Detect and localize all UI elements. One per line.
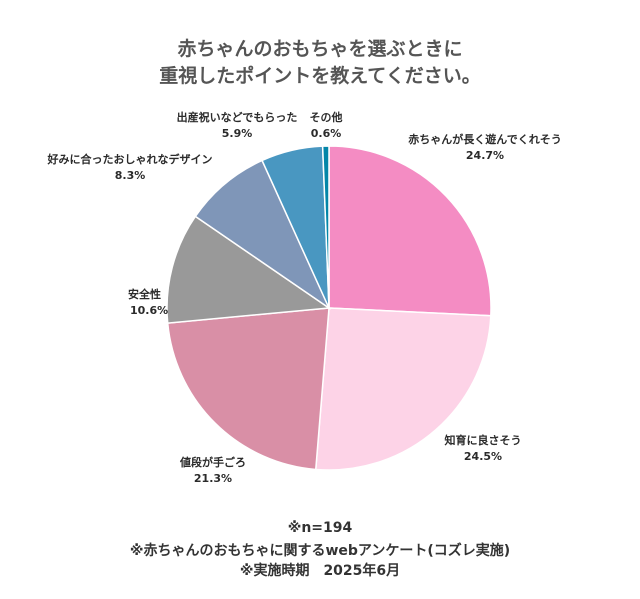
pie-slice xyxy=(194,159,331,311)
slice-value-label: 8.3% xyxy=(115,169,146,182)
pie-slice xyxy=(166,307,330,471)
chart-title-line-2: 重視したポイントを教えてください。 xyxy=(159,65,481,87)
sample-size-note: ※n=194 xyxy=(287,520,353,536)
slice-label: その他 xyxy=(310,110,343,124)
slice-value-label: 24.5% xyxy=(464,450,502,463)
slice-label: 値段が手ごろ xyxy=(179,455,246,469)
slice-label: 安全性 xyxy=(128,287,161,301)
slice-value-label: 21.3% xyxy=(194,472,232,485)
chart-title-line-1: 赤ちゃんのおもちゃを選ぶときに xyxy=(177,38,463,60)
slice-value-label: 5.9% xyxy=(222,127,253,140)
slice-label: 好みに合ったおしゃれなデザイン xyxy=(47,152,213,166)
pie-slice xyxy=(328,145,492,317)
survey-period-note: ※実施時期 2025年6月 xyxy=(239,563,401,579)
slice-value-label: 10.6% xyxy=(130,304,168,317)
pie-slice xyxy=(314,307,492,471)
slice-label: 知育に良さそう xyxy=(444,433,522,447)
slice-value-label: 24.7% xyxy=(466,149,504,162)
slice-label: 出産祝いなどでもらった xyxy=(177,110,298,124)
pie-slice xyxy=(166,215,332,324)
survey-source-note: ※赤ちゃんのおもちゃに関するwebアンケート(コズレ実施) xyxy=(129,543,511,559)
slice-label: 赤ちゃんが長く遊んでくれそう xyxy=(408,132,561,146)
slice-value-label: 0.6% xyxy=(311,127,342,140)
pie-slice xyxy=(321,145,330,309)
